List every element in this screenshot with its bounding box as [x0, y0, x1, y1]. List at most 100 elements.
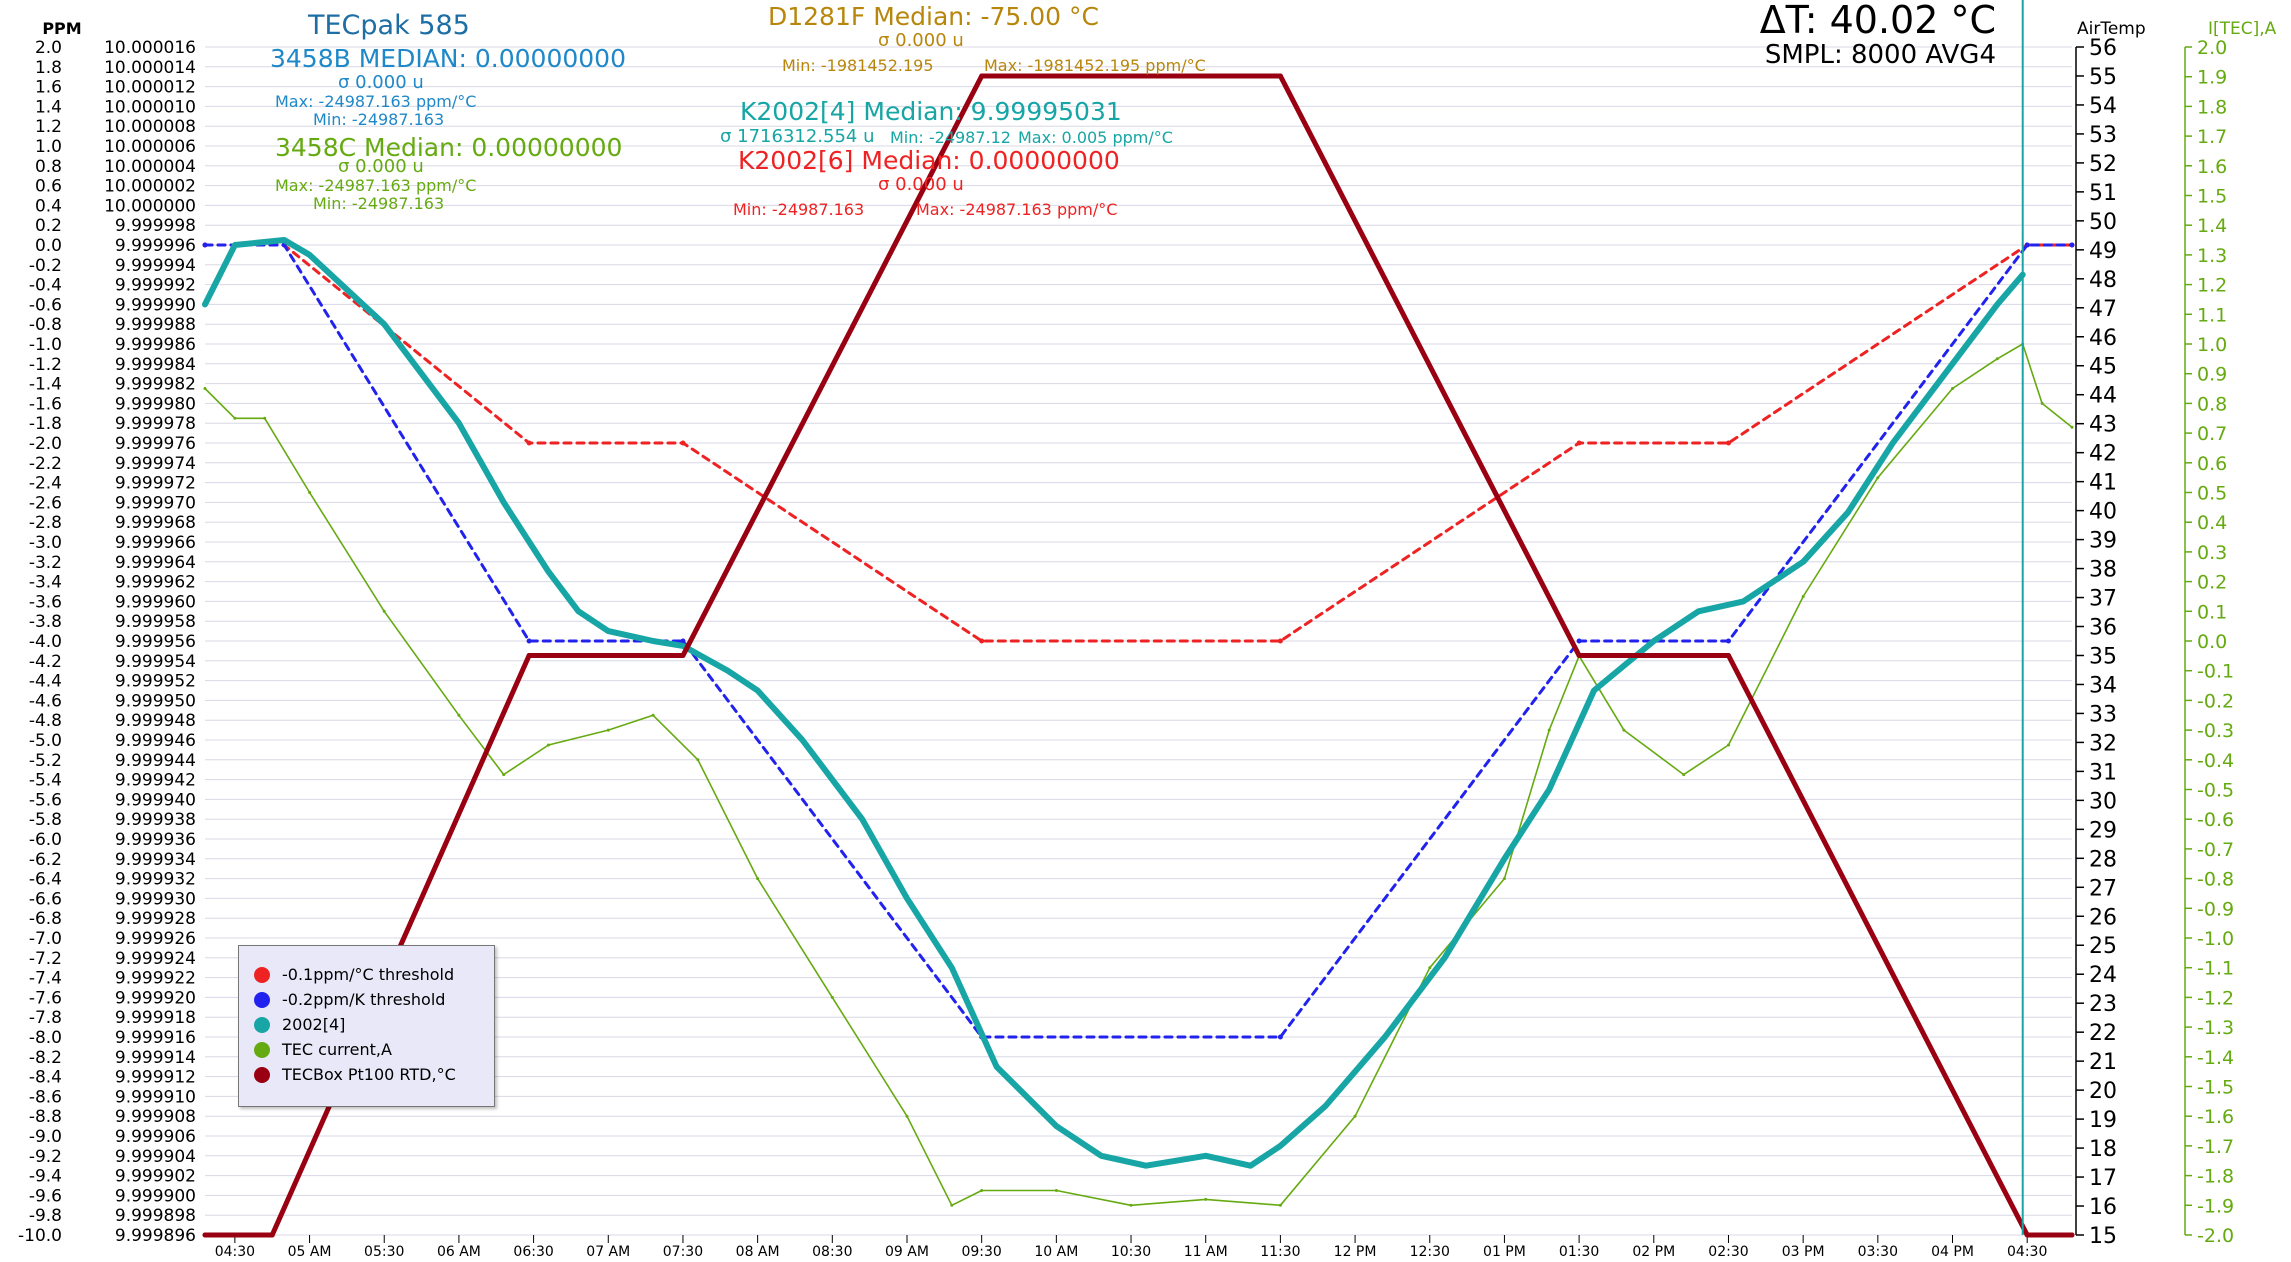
data-point [307, 252, 313, 258]
data-point [1428, 966, 1432, 970]
ppm-tick-label: -1.6 [29, 394, 62, 414]
itec-tick-label: 0.4 [2197, 512, 2227, 534]
legend-label: -0.1ppm/°C threshold [282, 965, 455, 984]
data-point [1322, 1103, 1328, 1109]
legend-swatch [254, 991, 270, 1008]
series-line--0-2ppm-k-threshold [203, 243, 2074, 1039]
itec-tick-label: 1.4 [2197, 215, 2227, 237]
value-tick-label: 10.000010 [104, 97, 196, 117]
value-tick-label: 9.999944 [115, 751, 196, 771]
time-tick-label: 12 PM [1334, 1244, 1377, 1260]
legend-item: 2002[4] [254, 1012, 494, 1037]
itec-tick-label: -1.8 [2197, 1166, 2234, 1188]
itec-tick-label: -0.9 [2197, 898, 2234, 920]
data-point [1591, 688, 1597, 693]
legend-item: -0.1ppm/°C threshold [254, 962, 494, 987]
data-point [1278, 1203, 1282, 1207]
data-point [1204, 1197, 1208, 1201]
data-point [232, 242, 238, 248]
airtemp-tick-label: 25 [2089, 934, 2117, 959]
ppm-tick-label: 1.4 [35, 97, 62, 117]
data-point [680, 440, 686, 446]
data-point [606, 728, 610, 732]
ppm-tick-label: -4.0 [29, 632, 62, 652]
b3458-min: Min: -24987.163 [313, 110, 445, 129]
itec-tick-label: 0.9 [2197, 364, 2227, 386]
value-tick-label: 9.999984 [115, 355, 196, 375]
ppm-axis-label: PPM [42, 19, 81, 38]
d1281-median: D1281F Median: -75.00 °C [768, 2, 1099, 31]
ppm-tick-label: -9.4 [29, 1167, 62, 1187]
ppm-tick-label: -6.0 [29, 830, 62, 850]
data-point [1382, 1034, 1388, 1040]
itec-tick-label: 2.0 [2197, 37, 2227, 59]
data-point [1277, 638, 1283, 644]
value-tick-label: 9.999968 [115, 513, 196, 533]
value-tick-label: 10.000016 [104, 38, 196, 58]
data-point [546, 569, 551, 575]
k2002-6-max: Max: -24987.163 ppm/°C [916, 200, 1118, 219]
legend-item: TEC current,A [254, 1037, 494, 1062]
time-tick-label: 02 PM [1632, 1244, 1675, 1260]
airtemp-tick-label: 26 [2089, 905, 2117, 930]
value-tick-label: 9.999900 [115, 1186, 196, 1206]
value-tick-label: 9.999958 [115, 612, 196, 632]
airtemp-tick-label: 41 [2089, 471, 2117, 496]
ppm-tick-label: 0.0 [35, 236, 62, 256]
airtemp-tick-label: 38 [2089, 558, 2117, 583]
data-point [457, 713, 461, 717]
value-tick-label: 9.999930 [115, 889, 196, 909]
airtemp-tick-label: 23 [2089, 992, 2117, 1017]
ppm-tick-label: -1.8 [29, 414, 62, 434]
time-tick-label: 05 AM [288, 1244, 332, 1260]
value-tick-label: 10.000008 [104, 117, 196, 137]
series-line-2002-4- [202, 237, 2026, 1169]
airtemp-tick-label: 54 [2089, 94, 2117, 119]
data-point [1726, 638, 1731, 644]
data-point [2069, 1232, 2075, 1238]
value-tick-label: 9.999910 [115, 1087, 196, 1107]
ppm-tick-label: -7.0 [29, 929, 62, 949]
airtemp-tick-label: 19 [2089, 1108, 2117, 1133]
value-tick-label: 10.000004 [104, 157, 196, 177]
data-point [1054, 1189, 1058, 1192]
value-tick-label: 9.999912 [115, 1068, 196, 1088]
ppm-tick-label: -5.0 [29, 731, 62, 751]
time-tick-label: 01 PM [1483, 1244, 1526, 1260]
itec-tick-label: 1.8 [2197, 96, 2227, 118]
time-tick-label: 02:30 [1708, 1244, 1748, 1260]
time-tick-label: 09 AM [885, 1244, 929, 1260]
data-point [696, 758, 700, 762]
data-point [382, 609, 386, 613]
airtemp-tick-label: 51 [2089, 181, 2117, 206]
data-point [1696, 608, 1702, 614]
value-tick-label: 10.000006 [104, 137, 196, 157]
data-point [1203, 1153, 1209, 1159]
value-tick-label: 9.999922 [115, 969, 196, 989]
value-tick-label: 9.999920 [115, 988, 196, 1008]
value-tick-label: 9.999936 [115, 830, 196, 850]
value-tick-label: 9.999946 [115, 731, 196, 751]
ppm-tick-label: -8.6 [29, 1087, 62, 1107]
itec-tick-label: 1.9 [2197, 67, 2227, 89]
data-point [263, 416, 267, 420]
ppm-tick-label: -9.6 [29, 1186, 62, 1206]
value-tick-label: 9.999986 [115, 335, 196, 355]
data-point [994, 1064, 1000, 1070]
series-line--0-1ppm-c-threshold [203, 243, 2074, 643]
data-point [1951, 387, 1954, 390]
value-tick-label: 9.999950 [115, 691, 196, 711]
airtemp-tick-label: 55 [2089, 65, 2117, 90]
itec-tick-label: -1.5 [2197, 1077, 2234, 1099]
airtemp-tick-label: 43 [2089, 413, 2117, 438]
ppm-tick-label: -5.2 [29, 751, 62, 771]
value-tick-label: 9.999974 [115, 454, 196, 474]
value-tick-label: 9.999934 [115, 850, 196, 870]
value-tick-label: 9.999916 [115, 1028, 196, 1048]
data-point [1546, 787, 1552, 792]
value-tick-label: 9.999952 [115, 672, 196, 692]
time-tick-label: 11:30 [1260, 1244, 1300, 1260]
data-point [949, 965, 955, 971]
ppm-tick-label: -9.0 [29, 1127, 62, 1147]
